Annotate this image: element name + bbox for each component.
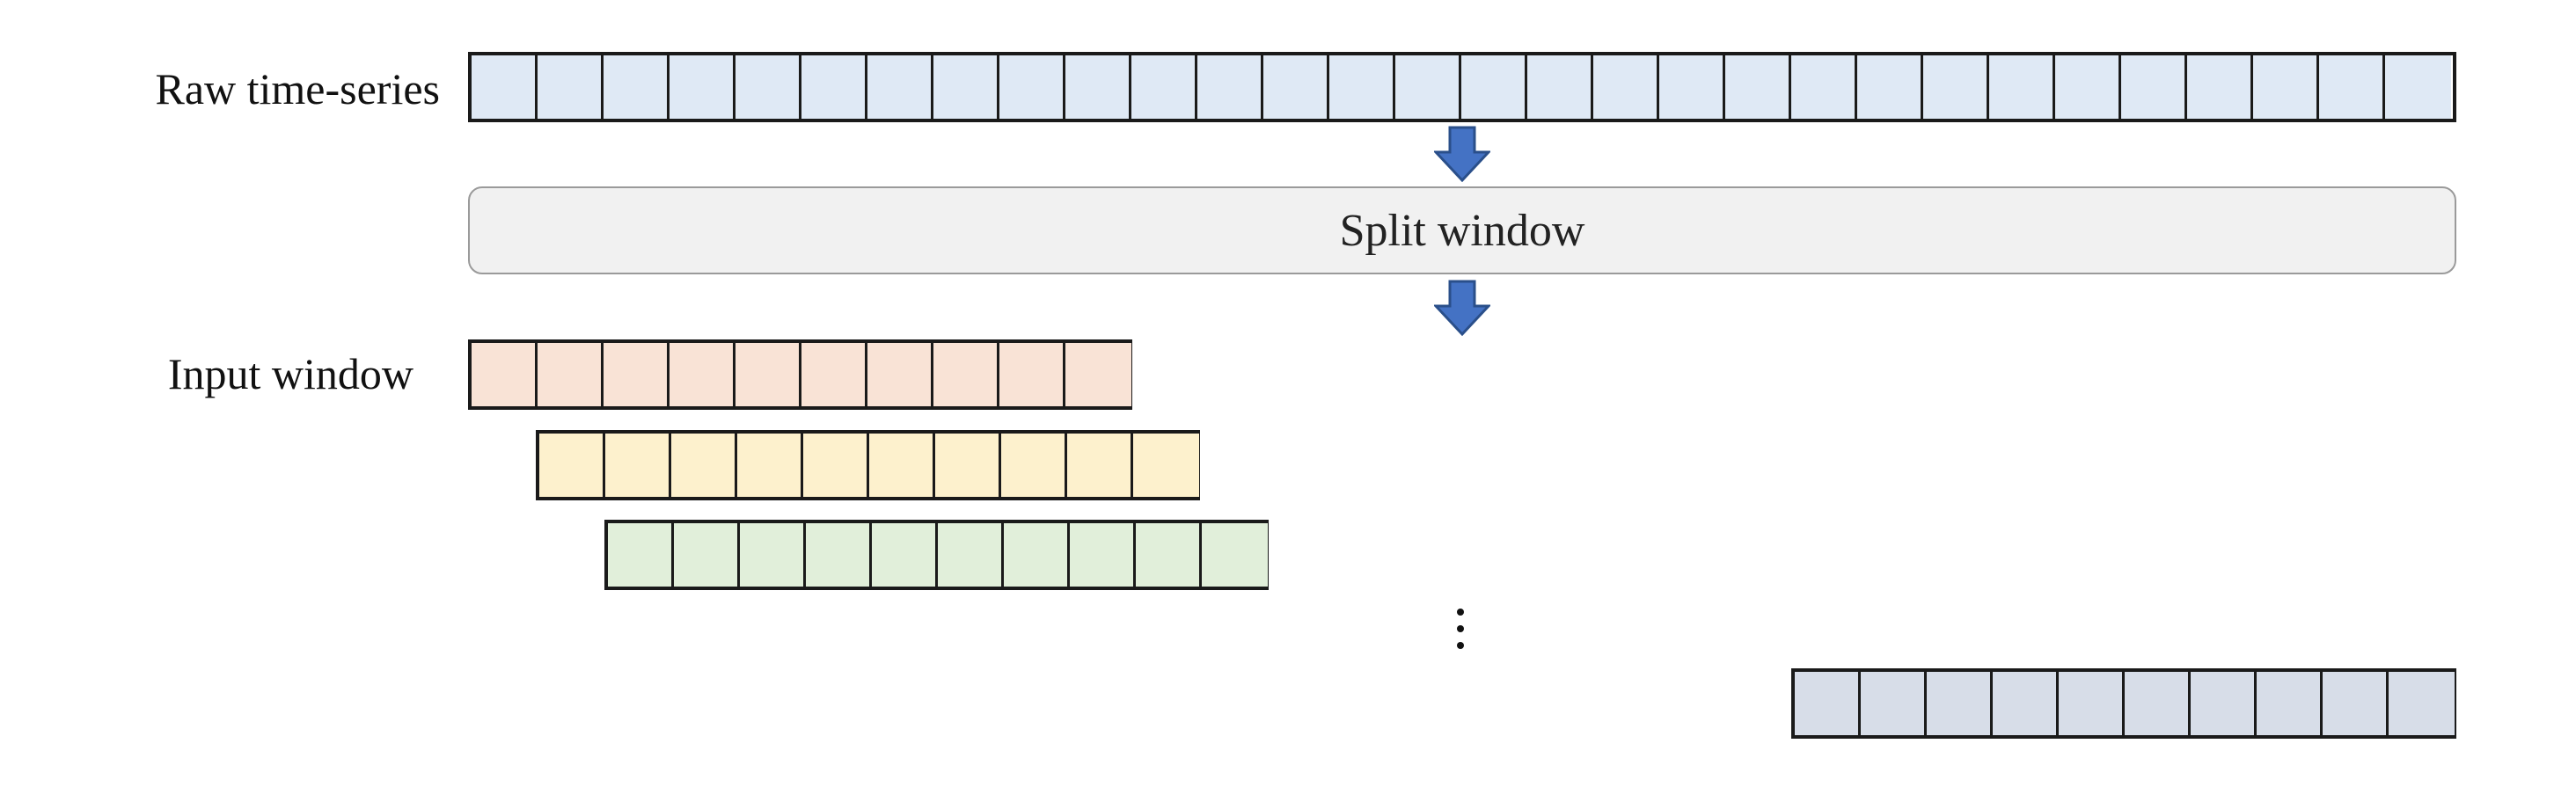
vertical-ellipsis-icon [1457,609,1464,649]
time-step-cell [1725,55,1791,119]
time-step-cell [801,55,867,119]
time-step-cell [2389,672,2455,735]
time-step-cell [999,55,1065,119]
raw-time-series-strip [468,52,2456,122]
time-step-cell [740,523,806,587]
time-step-cell [935,434,1001,497]
input-window-strip-4 [1791,668,2456,739]
time-step-cell [670,55,735,119]
time-step-cell [1004,523,1070,587]
time-step-cell [604,343,670,406]
time-step-cell [1131,55,1197,119]
input-window-strip-3 [604,520,1269,590]
time-step-cell [1461,55,1527,119]
time-step-cell [1136,523,1202,587]
time-step-cell [1067,434,1133,497]
time-step-cell [737,434,803,497]
time-step-cell [806,523,872,587]
time-step-cell [2323,672,2389,735]
time-step-cell [538,343,604,406]
time-step-cell [867,55,933,119]
time-step-cell [539,434,605,497]
time-step-cell [735,55,801,119]
time-step-cell [1861,672,1927,735]
time-step-cell [604,55,670,119]
time-step-cell [1927,672,1993,735]
time-step-cell [933,55,999,119]
time-step-cell [869,434,935,497]
time-step-cell [2059,672,2125,735]
time-step-cell [1263,55,1329,119]
time-step-cell [1593,55,1659,119]
time-step-cell [605,434,671,497]
time-step-cell [1791,55,1857,119]
time-step-cell [1659,55,1725,119]
time-step-cell [801,343,867,406]
time-step-cell [2125,672,2191,735]
down-arrow-icon [1434,280,1490,336]
time-step-cell [1923,55,1989,119]
time-step-cell [1395,55,1461,119]
time-step-cell [867,343,933,406]
time-step-cell [1795,672,1861,735]
time-step-cell [1993,672,2059,735]
time-step-cell [2319,55,2385,119]
time-step-cell [2121,55,2187,119]
raw-time-series-label: Raw time-series [155,64,440,113]
time-step-cell [1197,55,1263,119]
time-step-cell [1329,55,1395,119]
time-step-cell [472,55,538,119]
input-window-strip-2 [536,430,1200,500]
time-step-cell [1989,55,2055,119]
time-step-cell [670,343,735,406]
time-step-cell [938,523,1004,587]
time-step-cell [735,343,801,406]
time-step-cell [1133,434,1199,497]
time-step-cell [2257,672,2323,735]
time-step-cell [671,434,737,497]
time-step-cell [2055,55,2121,119]
time-step-cell [2191,672,2257,735]
time-step-cell [2187,55,2253,119]
split-window-box: Split window [468,186,2456,274]
split-window-label: Split window [1339,205,1585,256]
time-step-cell [2385,55,2451,119]
time-step-cell [1202,523,1268,587]
time-step-cell [1857,55,1923,119]
input-window-strip-1 [468,339,1132,410]
time-step-cell [1065,55,1131,119]
time-step-cell [674,523,740,587]
time-step-cell [2253,55,2319,119]
down-arrow-icon [1434,126,1490,182]
time-step-cell [472,343,538,406]
time-step-cell [872,523,938,587]
input-window-label: Input window [167,349,413,398]
time-step-cell [1065,343,1131,406]
time-step-cell [608,523,674,587]
time-step-cell [1001,434,1067,497]
time-step-cell [538,55,604,119]
time-step-cell [803,434,869,497]
time-step-cell [933,343,999,406]
time-step-cell [1070,523,1136,587]
time-step-cell [999,343,1065,406]
time-step-cell [1527,55,1593,119]
